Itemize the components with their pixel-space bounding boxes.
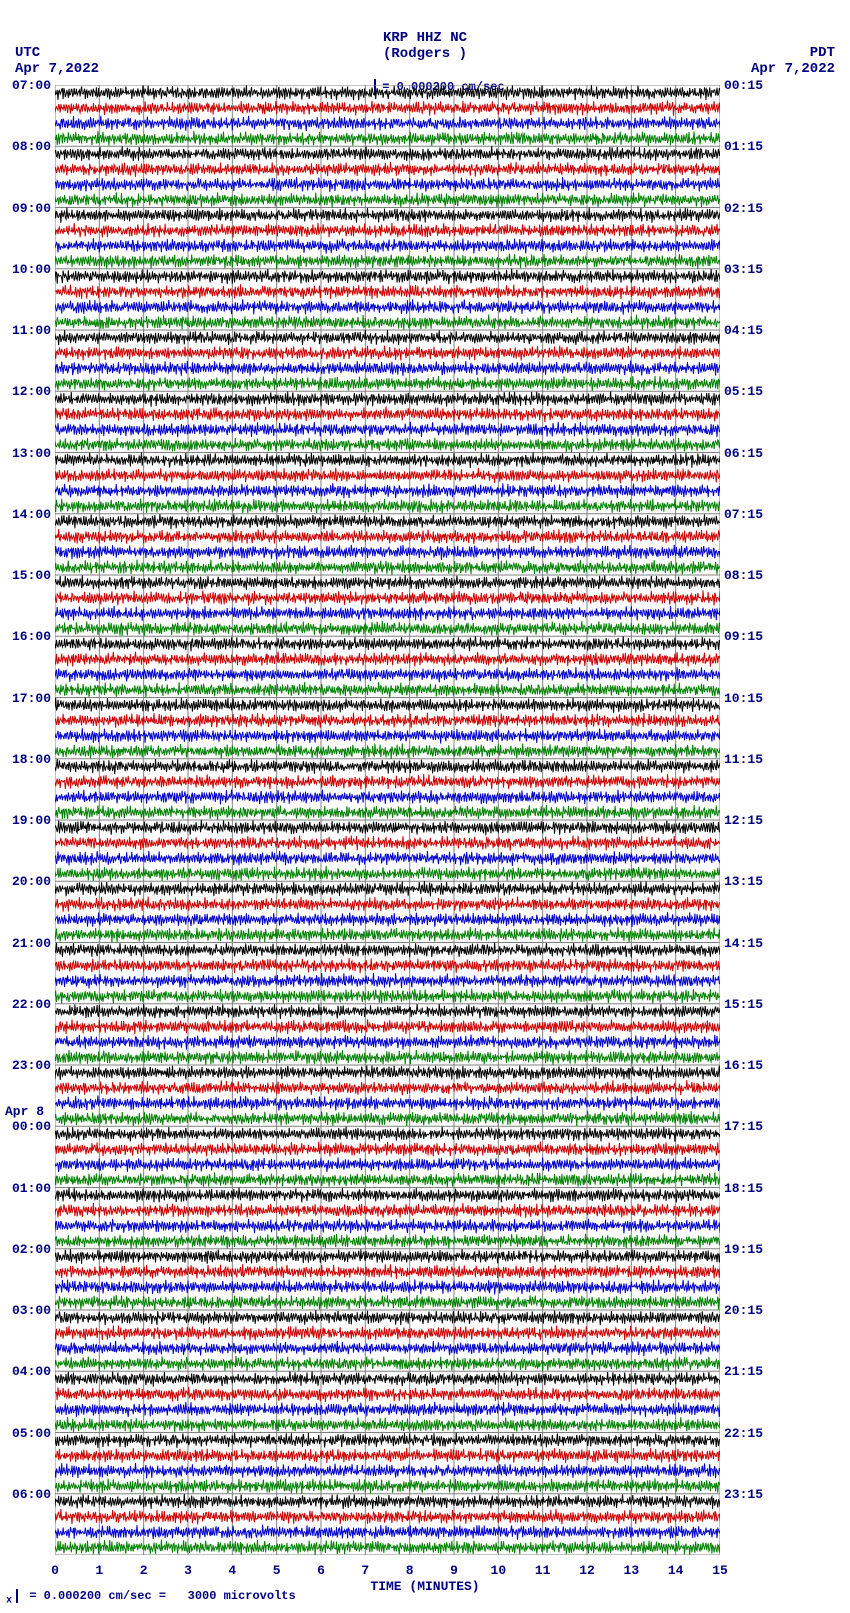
xaxis-tick: 8 xyxy=(400,1563,420,1578)
local-hour-label: 22:15 xyxy=(724,1426,763,1441)
local-hour-label: 09:15 xyxy=(724,629,763,644)
local-hour-label: 14:15 xyxy=(724,936,763,951)
local-hour-label: 08:15 xyxy=(724,568,763,583)
date-right-label: Apr 7,2022 xyxy=(751,61,835,77)
footer-text-2: 3000 microvolts xyxy=(188,1590,296,1604)
xaxis-tick: 13 xyxy=(621,1563,641,1578)
utc-hour-label: 13:00 xyxy=(5,446,51,461)
local-hour-label: 02:15 xyxy=(724,201,763,216)
xaxis-tick: 9 xyxy=(444,1563,464,1578)
seismogram-page: KRP HHZ NC (Rodgers ) = 0.000200 cm/sec … xyxy=(0,0,850,1613)
local-hour-label: 06:15 xyxy=(724,446,763,461)
utc-hour-label: 00:00 xyxy=(5,1119,51,1134)
utc-hour-label: 10:00 xyxy=(5,262,51,277)
local-hour-label: 11:15 xyxy=(724,752,763,767)
xaxis-tick: 4 xyxy=(222,1563,242,1578)
utc-hour-label: 17:00 xyxy=(5,691,51,706)
local-hour-label: 16:15 xyxy=(724,1058,763,1073)
utc-hour-label: 08:00 xyxy=(5,139,51,154)
local-hour-label: 03:15 xyxy=(724,262,763,277)
tz-right-label: PDT xyxy=(810,45,835,61)
xaxis-tick: 3 xyxy=(178,1563,198,1578)
scale-bar-icon xyxy=(16,1589,18,1603)
local-hour-label: 15:15 xyxy=(724,997,763,1012)
xaxis-tick: 5 xyxy=(267,1563,287,1578)
tz-left-label: UTC xyxy=(15,45,40,61)
helicorder-plot xyxy=(55,85,720,1555)
utc-hour-label: 23:00 xyxy=(5,1058,51,1073)
utc-hour-label: 21:00 xyxy=(5,936,51,951)
local-hour-label: 01:15 xyxy=(724,139,763,154)
utc-hour-label: 06:00 xyxy=(5,1487,51,1502)
utc-hour-label: 15:00 xyxy=(5,568,51,583)
utc-hour-label: 11:00 xyxy=(5,323,51,338)
local-hour-label: 05:15 xyxy=(724,384,763,399)
local-hour-label: 19:15 xyxy=(724,1242,763,1257)
utc-hour-label: 05:00 xyxy=(5,1426,51,1441)
local-hour-label: 12:15 xyxy=(724,813,763,828)
station-subtitle: (Rodgers ) xyxy=(0,46,850,62)
local-hour-label: 17:15 xyxy=(724,1119,763,1134)
local-hour-label: 04:15 xyxy=(724,323,763,338)
utc-hour-label: 04:00 xyxy=(5,1364,51,1379)
xaxis-tick: 14 xyxy=(666,1563,686,1578)
utc-hour-label: 22:00 xyxy=(5,997,51,1012)
local-hour-label: 23:15 xyxy=(724,1487,763,1502)
footer-text-1: = 0.000200 cm/sec = xyxy=(29,1590,166,1604)
date-change-label: Apr 8 xyxy=(5,1104,44,1119)
utc-hour-label: 02:00 xyxy=(5,1242,51,1257)
utc-hour-label: 16:00 xyxy=(5,629,51,644)
xaxis-tick: 6 xyxy=(311,1563,331,1578)
footer-scale: x = 0.000200 cm/sec = 3000 microvolts xyxy=(6,1589,296,1607)
utc-hour-label: 18:00 xyxy=(5,752,51,767)
xaxis-tick: 2 xyxy=(134,1563,154,1578)
local-hour-label: 20:15 xyxy=(724,1303,763,1318)
station-title: KRP HHZ NC xyxy=(0,30,850,46)
utc-hour-label: 09:00 xyxy=(5,201,51,216)
xaxis-tick: 1 xyxy=(89,1563,109,1578)
local-hour-label: 00:15 xyxy=(724,78,763,93)
date-left-label: Apr 7,2022 xyxy=(15,61,99,77)
utc-hour-label: 14:00 xyxy=(5,507,51,522)
xaxis-tick: 15 xyxy=(710,1563,730,1578)
utc-hour-label: 01:00 xyxy=(5,1181,51,1196)
utc-hour-label: 20:00 xyxy=(5,874,51,889)
local-hour-label: 21:15 xyxy=(724,1364,763,1379)
xaxis-tick: 12 xyxy=(577,1563,597,1578)
local-hour-label: 18:15 xyxy=(724,1181,763,1196)
xaxis-tick: 7 xyxy=(355,1563,375,1578)
utc-hour-label: 19:00 xyxy=(5,813,51,828)
xaxis-tick: 11 xyxy=(533,1563,553,1578)
xaxis-tick: 0 xyxy=(45,1563,65,1578)
xaxis-tick: 10 xyxy=(488,1563,508,1578)
local-hour-label: 07:15 xyxy=(724,507,763,522)
utc-hour-label: 12:00 xyxy=(5,384,51,399)
local-hour-label: 13:15 xyxy=(724,874,763,889)
utc-hour-label: 03:00 xyxy=(5,1303,51,1318)
utc-hour-label: 07:00 xyxy=(5,78,51,93)
local-hour-label: 10:15 xyxy=(724,691,763,706)
